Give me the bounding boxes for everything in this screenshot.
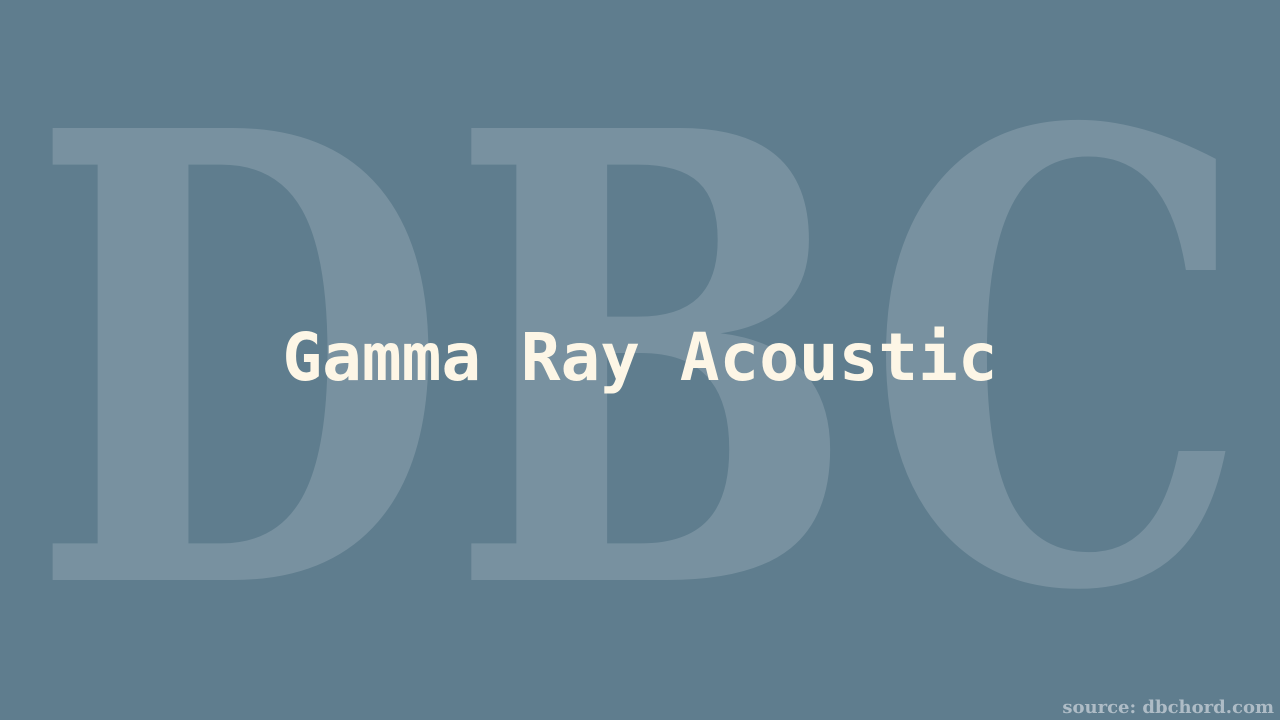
watermark-text: DBC <box>30 0 1250 720</box>
source-credit: source: dbchord.com <box>1062 697 1274 718</box>
song-title: Gamma Ray Acoustic <box>282 319 998 396</box>
